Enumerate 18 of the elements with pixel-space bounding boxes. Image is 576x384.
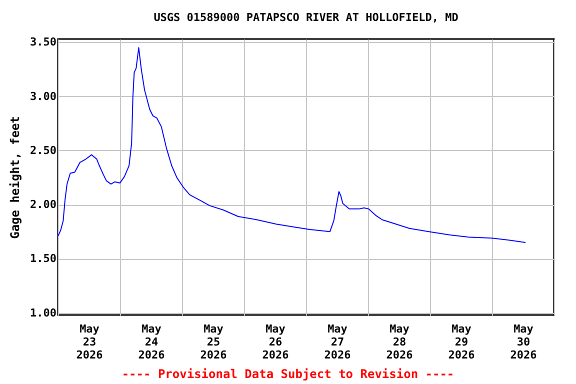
x-tick-label: May 28 2026 xyxy=(386,322,414,362)
x-tick-label: May 29 2026 xyxy=(448,322,476,362)
y-tick-label: 2.50 xyxy=(30,144,56,157)
y-tick-label: 3.50 xyxy=(30,36,56,49)
y-tick-label: 1.00 xyxy=(30,306,56,320)
x-tick-label: May 27 2026 xyxy=(324,322,352,362)
x-tick-label: May 25 2026 xyxy=(200,322,228,362)
x-tick-label: May 26 2026 xyxy=(262,322,290,362)
x-tick-label: May 23 2026 xyxy=(76,322,104,362)
x-tick-label: May 24 2026 xyxy=(138,322,166,362)
text: ---- Provisional Data Subject to Revision ---- xyxy=(120,367,456,381)
y-tick-label: 1.50 xyxy=(30,252,56,266)
chart-title: USGS 01589000 PATAPSCO RIVER AT HOLLOFIELD, MD xyxy=(154,11,459,24)
y-axis-title: Gage height, feet xyxy=(8,116,22,239)
line-series xyxy=(58,47,526,243)
x-tick-label: May 30 2026 xyxy=(510,322,538,362)
y-tick-label: 3.00 xyxy=(30,90,56,103)
y-tick-label: 2.00 xyxy=(30,198,56,212)
